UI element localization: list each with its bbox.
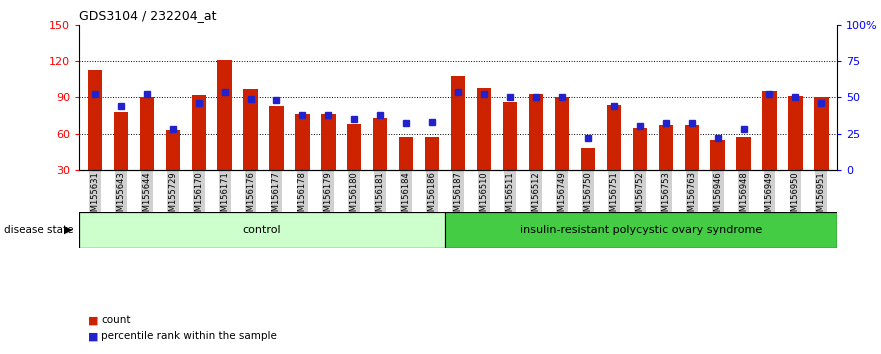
Bar bbox=[555, 97, 569, 170]
Bar bbox=[659, 125, 673, 170]
Bar bbox=[503, 102, 517, 170]
Bar bbox=[166, 130, 180, 170]
Bar bbox=[270, 106, 284, 170]
Bar bbox=[710, 140, 725, 170]
Bar bbox=[607, 105, 621, 170]
Bar bbox=[399, 137, 413, 170]
Bar bbox=[322, 114, 336, 170]
Text: ▶: ▶ bbox=[63, 225, 72, 235]
Bar bbox=[477, 88, 492, 170]
Bar bbox=[425, 137, 440, 170]
Bar bbox=[445, 212, 837, 248]
Bar bbox=[685, 125, 699, 170]
Text: count: count bbox=[101, 315, 130, 325]
Text: control: control bbox=[243, 225, 282, 235]
Bar bbox=[788, 96, 803, 170]
Bar bbox=[374, 118, 388, 170]
Bar bbox=[88, 69, 102, 170]
Text: percentile rank within the sample: percentile rank within the sample bbox=[101, 331, 278, 341]
Bar bbox=[762, 91, 777, 170]
Text: ■: ■ bbox=[88, 331, 99, 341]
Bar bbox=[633, 127, 647, 170]
Bar bbox=[295, 114, 309, 170]
Bar bbox=[451, 76, 465, 170]
Bar bbox=[581, 148, 595, 170]
Bar bbox=[139, 97, 154, 170]
Bar bbox=[347, 124, 361, 170]
Text: ■: ■ bbox=[88, 315, 99, 325]
Bar bbox=[191, 95, 206, 170]
Bar bbox=[79, 212, 445, 248]
Bar bbox=[243, 89, 257, 170]
Bar bbox=[529, 94, 543, 170]
Bar bbox=[737, 137, 751, 170]
Text: GDS3104 / 232204_at: GDS3104 / 232204_at bbox=[79, 9, 217, 22]
Bar bbox=[218, 60, 232, 170]
Text: insulin-resistant polycystic ovary syndrome: insulin-resistant polycystic ovary syndr… bbox=[520, 225, 762, 235]
Bar bbox=[114, 112, 128, 170]
Bar bbox=[814, 97, 828, 170]
Text: disease state: disease state bbox=[4, 225, 74, 235]
